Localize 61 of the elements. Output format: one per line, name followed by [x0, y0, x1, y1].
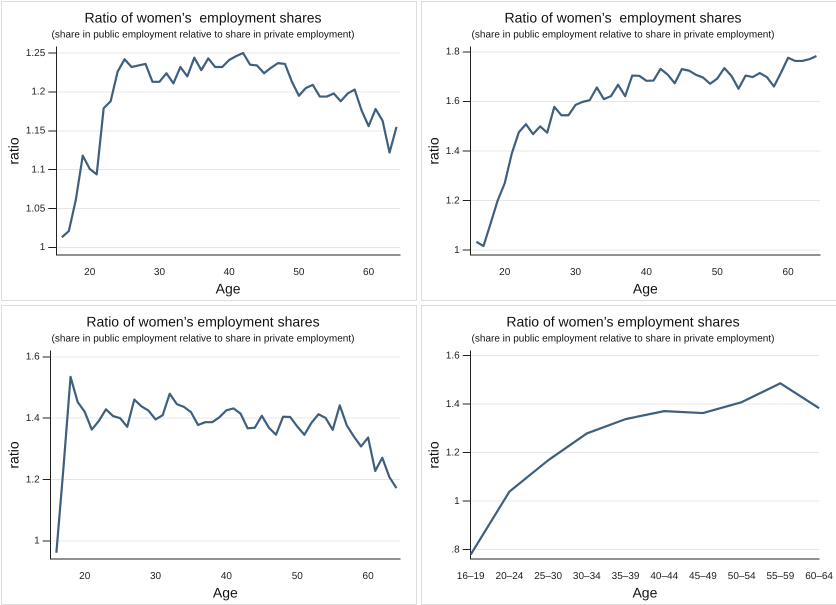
y-tick-label: 1.4	[26, 412, 40, 424]
x-tick-label: 45–49	[689, 570, 718, 582]
chart-subtitle: (share in public employment relative to share in private employment)	[472, 30, 774, 41]
y-tick-label: 1.25	[26, 48, 46, 59]
y-axis-title: ratio	[425, 137, 442, 165]
y-tick-label: 1.6	[446, 350, 460, 362]
chart-title: Ratio of women’s employment shares	[84, 9, 322, 26]
x-tick-label: 60	[782, 266, 794, 278]
chart-subtitle: (share in public employment relative to share in private employment)	[52, 334, 354, 345]
chart-title: Ratio of women’s employment shares	[86, 313, 320, 330]
y-axis-title: ratio	[5, 441, 22, 469]
y-tick-label: 1.8	[446, 46, 460, 58]
y-axis-title: ratio	[5, 137, 22, 165]
x-tick-label: 20	[499, 266, 511, 278]
x-axis-title: Age	[632, 584, 658, 600]
x-tick-label: 55–59	[766, 570, 795, 582]
x-tick-label: 40	[640, 266, 652, 278]
y-tick-label: 1.4	[446, 398, 460, 410]
x-tick-label: 60	[362, 570, 374, 582]
x-tick-label: 50	[293, 266, 305, 278]
y-tick-label: 1.2	[446, 447, 460, 458]
y-tick-label: 1	[454, 244, 460, 256]
y-tick-label: 1.6	[446, 96, 460, 108]
x-axis-title: Age	[212, 584, 238, 600]
y-tick-label: 1	[34, 536, 40, 547]
x-tick-label: 50	[292, 570, 304, 582]
y-tick-label: 1.05	[26, 203, 46, 214]
y-tick-label: 1.2	[26, 474, 40, 486]
x-tick-label: 16–19	[456, 570, 486, 582]
x-tick-label: 20	[84, 266, 96, 278]
x-tick-label: 40	[220, 570, 232, 582]
y-tick-label: 1.4	[446, 146, 460, 157]
x-tick-label: 30	[154, 266, 166, 278]
x-tick-label: 30–34	[572, 570, 602, 582]
y-tick-label: 1	[40, 242, 46, 254]
y-axis-title: ratio	[425, 441, 442, 469]
y-tick-label: .8	[451, 544, 460, 556]
y-tick-label: 1.6	[26, 352, 40, 363]
x-tick-label: 50	[712, 266, 724, 278]
chart-subtitle: (share in public employment relative to share in private employment)	[52, 30, 354, 41]
x-axis-title: Age	[632, 280, 658, 296]
x-tick-label: 25–30	[534, 570, 562, 582]
chart-title: Ratio of women’s employment shares	[504, 9, 742, 26]
y-tick-label: 1.2	[446, 195, 460, 206]
x-tick-label: 60–64	[805, 570, 834, 582]
x-tick-label: 60	[363, 266, 375, 278]
chart-title: Ratio of women’s employment shares	[506, 313, 740, 330]
x-axis-title: Age	[216, 280, 241, 296]
x-tick-label: 20	[79, 570, 91, 582]
x-tick-label: 30	[150, 570, 162, 582]
x-tick-label: 35–39	[612, 570, 640, 582]
y-tick-label: 1	[454, 496, 460, 507]
y-tick-label: 1.1	[31, 164, 46, 176]
x-tick-label: 20–24	[496, 570, 524, 582]
y-tick-label: 1.15	[26, 126, 46, 137]
x-tick-label: 50–54	[728, 570, 756, 582]
x-tick-label: 30	[570, 266, 582, 278]
x-tick-label: 40	[224, 266, 236, 278]
y-tick-label: 1.2	[31, 86, 46, 98]
x-tick-label: 40–44	[650, 570, 679, 582]
chart-subtitle: (share in public employment relative to share in private employment)	[472, 334, 774, 345]
